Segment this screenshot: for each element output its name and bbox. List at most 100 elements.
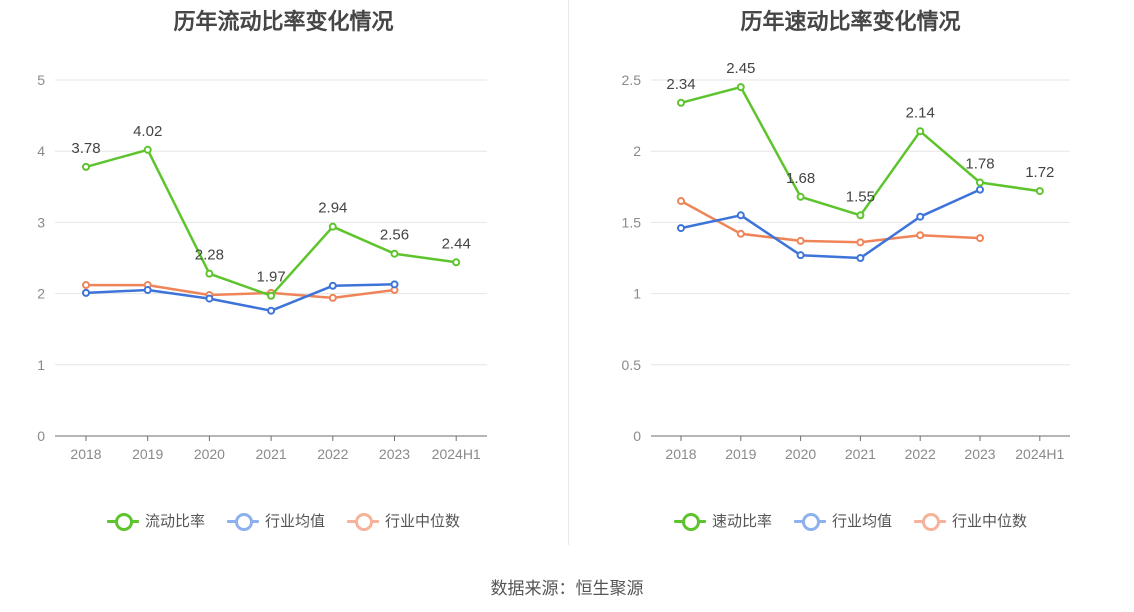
y-tick-label: 0.5 xyxy=(622,357,642,373)
y-tick-label: 1 xyxy=(37,357,45,373)
quick-ratio-chart-panel: 历年速动比率变化情况 0 0.5 1 1.5 2 2.5 2018 2019 2020 2021 2… xyxy=(567,0,1134,560)
chart-title: 历年速动比率变化情况 xyxy=(740,9,961,34)
data-source-note: 数据来源：恒生聚源 xyxy=(490,579,644,598)
data-point xyxy=(916,127,925,136)
data-point xyxy=(205,294,214,303)
legend-item-quick-ratio[interactable]: 速动比率 xyxy=(673,510,772,531)
legend-item-industry-median[interactable]: 行业中位数 xyxy=(914,510,1027,531)
data-point xyxy=(976,234,984,243)
data-point xyxy=(267,291,276,300)
y-tick-label: 4 xyxy=(37,143,45,159)
x-tick-label: 2022 xyxy=(905,446,936,462)
quick-ratio-line-chart: 0 0.5 1 1.5 2 2.5 2018 2019 2020 2021 2022 2023 2024… xyxy=(622,60,1070,462)
data-point xyxy=(82,281,90,290)
legend-marker-icon xyxy=(347,511,379,531)
data-point xyxy=(677,98,685,107)
data-point xyxy=(1035,187,1044,196)
data-point xyxy=(856,254,865,262)
data-point xyxy=(856,211,865,220)
data-label: 1.78 xyxy=(965,156,994,173)
y-tick-label: 2 xyxy=(37,286,45,302)
legend-label: 行业均值 xyxy=(264,513,325,530)
x-tick-label: 2020 xyxy=(785,446,816,462)
legend-label: 流动比率 xyxy=(144,513,205,530)
x-tick-label: 2022 xyxy=(317,446,348,462)
data-point xyxy=(143,145,152,154)
data-point xyxy=(976,185,984,194)
legend-item-current-ratio[interactable]: 流动比率 xyxy=(106,510,205,531)
series-line xyxy=(680,188,981,260)
data-label: 1.97 xyxy=(256,269,285,286)
data-point xyxy=(856,238,865,247)
data-point xyxy=(976,178,984,187)
legend-label: 行业中位数 xyxy=(385,513,461,530)
data-label: 2.14 xyxy=(906,104,935,121)
x-tick-label: 2018 xyxy=(665,446,696,462)
x-tick-label: 2018 xyxy=(70,446,101,462)
data-point xyxy=(736,229,745,238)
x-tick-label: 2024H1 xyxy=(432,446,481,462)
data-point xyxy=(796,192,805,201)
data-point xyxy=(82,162,90,171)
data-label: 2.45 xyxy=(726,60,755,77)
data-label: 2.44 xyxy=(442,235,471,252)
y-tick-label: 5 xyxy=(37,72,45,88)
data-point xyxy=(82,288,90,297)
x-tick-label: 2023 xyxy=(379,446,410,462)
data-point xyxy=(796,251,805,260)
data-point xyxy=(736,211,745,220)
data-point xyxy=(205,269,214,278)
legend-item-industry-average[interactable]: 行业均值 xyxy=(226,510,325,531)
y-tick-label: 2 xyxy=(633,143,641,159)
data-label: 2.56 xyxy=(380,227,409,244)
legend-marker-icon xyxy=(914,511,946,531)
legend-marker-icon xyxy=(673,511,706,531)
data-point xyxy=(143,286,152,295)
x-tick-label: 2024H1 xyxy=(1015,446,1064,462)
chart-legend: 流动比率 行业均值 行业中位数 xyxy=(0,510,567,531)
chart-title: 历年流动比率变化情况 xyxy=(173,9,394,34)
y-tick-label: 1.5 xyxy=(622,214,642,230)
data-point xyxy=(267,306,276,315)
legend-item-industry-average[interactable]: 行业均值 xyxy=(793,510,892,531)
legend-label: 速动比率 xyxy=(711,513,772,530)
legend-label: 行业中位数 xyxy=(952,513,1028,530)
panel-divider xyxy=(568,0,569,545)
y-tick-label: 0 xyxy=(37,428,45,444)
legend-item-industry-median[interactable]: 行业中位数 xyxy=(347,510,460,531)
x-tick-label: 2021 xyxy=(256,446,287,462)
data-label: 1.72 xyxy=(1025,164,1054,181)
data-label: 3.78 xyxy=(71,140,100,157)
current-ratio-chart-panel: 历年流动比率变化情况 0 1 2 3 4 5 2018 2019 2020 2021 2022 202… xyxy=(0,0,567,560)
x-tick-label: 2020 xyxy=(194,446,225,462)
data-label: 1.55 xyxy=(846,188,875,205)
legend-marker-icon xyxy=(226,511,259,531)
series-line xyxy=(680,199,981,244)
x-tick-label: 2019 xyxy=(725,446,756,462)
data-point xyxy=(328,293,337,302)
data-label: 2.28 xyxy=(195,247,224,264)
series-line xyxy=(86,283,395,300)
data-point xyxy=(677,224,685,233)
data-label: 2.34 xyxy=(666,76,695,93)
data-point xyxy=(916,231,925,240)
legend-marker-icon xyxy=(106,511,139,531)
x-tick-label: 2019 xyxy=(132,446,163,462)
data-point xyxy=(677,197,685,206)
x-tick-label: 2023 xyxy=(964,446,995,462)
data-point xyxy=(328,222,337,231)
data-point xyxy=(390,249,399,258)
legend-marker-icon xyxy=(793,511,826,531)
data-label: 2.94 xyxy=(318,200,347,217)
chart-legend: 速动比率 行业均值 行业中位数 xyxy=(567,510,1134,531)
y-tick-label: 3 xyxy=(37,214,45,230)
y-tick-label: 0 xyxy=(633,428,641,444)
data-point xyxy=(452,258,461,267)
data-label: 1.68 xyxy=(786,170,815,187)
legend-label: 行业均值 xyxy=(831,513,892,530)
y-tick-label: 2.5 xyxy=(622,72,642,88)
series-line xyxy=(85,283,395,312)
data-point xyxy=(916,212,925,221)
data-label: 4.02 xyxy=(133,123,162,140)
current-ratio-line-chart: 0 1 2 3 4 5 2018 2019 2020 2021 2022 2023 2024H1 3.78… xyxy=(37,72,487,462)
